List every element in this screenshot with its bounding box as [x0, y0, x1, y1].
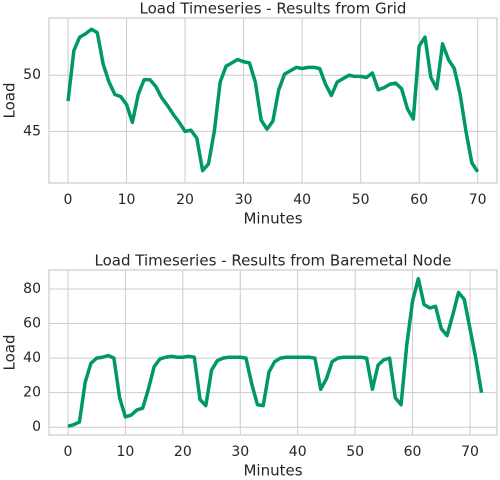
- x-tick-label: 60: [410, 192, 428, 208]
- y-tick-label: 20: [23, 385, 41, 401]
- data-line: [67, 276, 484, 429]
- x-tick-label: 30: [235, 192, 253, 208]
- y-tick-label: 0: [32, 419, 41, 435]
- x-tick-label: 0: [64, 192, 73, 208]
- x-tick-label: 20: [176, 192, 194, 208]
- x-tick-label: 30: [231, 444, 249, 460]
- chart-title: Load Timeseries - Results from Baremetal…: [95, 252, 452, 270]
- plot-frame: [48, 269, 498, 436]
- x-tick-label: 50: [352, 192, 370, 208]
- x-tick-label: 20: [174, 444, 192, 460]
- y-axis-label: Load: [1, 335, 19, 371]
- y-tick-label: 50: [23, 67, 41, 83]
- y-tick-label: 60: [23, 316, 41, 332]
- x-tick-label: 70: [469, 192, 487, 208]
- y-tick-label: 80: [23, 281, 41, 297]
- y-axis-label: Load: [1, 83, 19, 119]
- x-tick-label: 50: [346, 444, 364, 460]
- plot-frame: [48, 17, 498, 184]
- x-tick-label: 70: [461, 444, 479, 460]
- x-tick-label: 0: [63, 444, 72, 460]
- x-axis-label: Minutes: [243, 210, 302, 228]
- data-line: [66, 27, 480, 173]
- chart-title: Load Timeseries - Results from Grid: [140, 0, 407, 18]
- x-tick-label: 40: [289, 444, 307, 460]
- x-tick-label: 10: [116, 444, 134, 460]
- y-tick-label: 40: [23, 350, 41, 366]
- x-axis-label: Minutes: [243, 462, 302, 480]
- y-tick-label: 45: [23, 123, 41, 139]
- x-tick-label: 60: [404, 444, 422, 460]
- x-tick-label: 10: [118, 192, 136, 208]
- x-tick-label: 40: [293, 192, 311, 208]
